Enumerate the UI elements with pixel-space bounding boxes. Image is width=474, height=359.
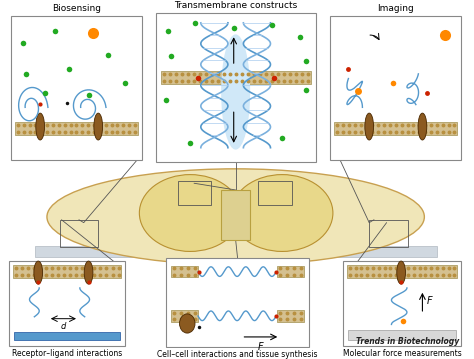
Text: Imaging: Imaging (377, 4, 414, 13)
Bar (161, 71, 311, 84)
Bar (369, 220, 408, 247)
Bar (15, 122, 138, 135)
Bar (171, 310, 198, 322)
Ellipse shape (94, 113, 102, 140)
Bar (166, 258, 309, 346)
Ellipse shape (180, 314, 195, 333)
Text: Molecular force measurements: Molecular force measurements (343, 349, 462, 358)
Bar (258, 181, 292, 205)
Bar (60, 220, 98, 247)
Bar (277, 266, 304, 278)
Bar (171, 266, 198, 278)
Bar (343, 261, 461, 346)
Text: F: F (258, 342, 264, 352)
Text: Receptor–ligand interactions: Receptor–ligand interactions (12, 349, 122, 358)
Bar (178, 181, 211, 205)
Bar (156, 13, 316, 162)
Ellipse shape (365, 113, 374, 140)
Text: Biosensing: Biosensing (52, 4, 101, 13)
Bar (277, 310, 304, 322)
Text: F: F (426, 297, 432, 306)
Ellipse shape (36, 113, 45, 140)
Bar (334, 122, 457, 135)
Text: Trends in Biotechnology: Trends in Biotechnology (356, 337, 459, 346)
Ellipse shape (139, 174, 241, 251)
Text: Transmembrane constructs: Transmembrane constructs (174, 1, 298, 10)
Bar (347, 265, 457, 278)
Text: Cell–cell interactions and tissue synthesis: Cell–cell interactions and tissue synthe… (157, 350, 318, 359)
Bar (14, 332, 120, 340)
Bar (221, 190, 250, 240)
Ellipse shape (47, 169, 424, 265)
Bar (348, 330, 456, 340)
Bar (9, 261, 125, 346)
Ellipse shape (221, 34, 250, 150)
Text: d: d (61, 322, 66, 331)
Bar (36, 246, 437, 257)
Ellipse shape (397, 261, 405, 284)
Ellipse shape (418, 113, 427, 140)
Ellipse shape (231, 174, 333, 251)
Ellipse shape (84, 261, 93, 284)
Ellipse shape (34, 261, 43, 284)
Bar (330, 16, 461, 160)
Bar (13, 265, 121, 278)
Bar (11, 16, 142, 160)
